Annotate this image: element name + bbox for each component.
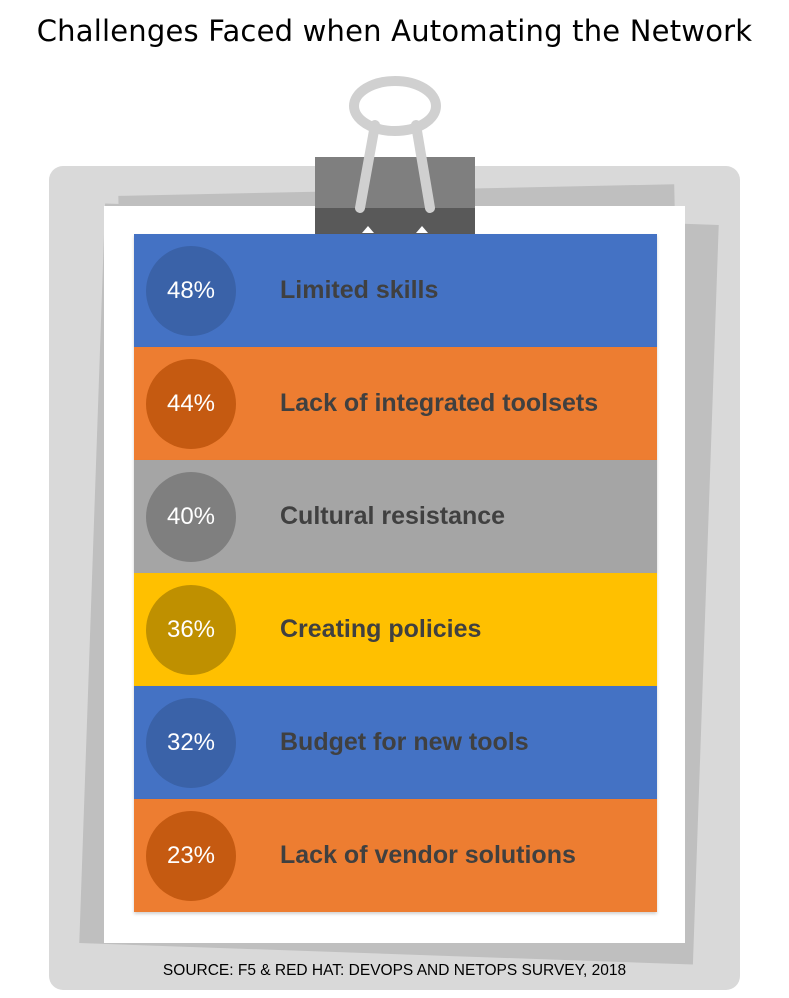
challenge-label: Budget for new tools	[280, 728, 529, 756]
percent-badge: 36%	[146, 585, 236, 675]
challenge-label: Creating policies	[280, 615, 482, 643]
list-item: 48% Limited skills	[134, 234, 657, 347]
list-item: 36% Creating policies	[134, 573, 657, 686]
challenge-label: Lack of integrated toolsets	[280, 389, 599, 417]
page-title: Challenges Faced when Automating the Net…	[36, 14, 753, 48]
challenge-label: Limited skills	[280, 276, 439, 304]
list-item: 32% Budget for new tools	[134, 686, 657, 799]
percent-badge: 48%	[146, 246, 236, 336]
list-item: 44% Lack of integrated toolsets	[134, 347, 657, 460]
percent-badge: 40%	[146, 472, 236, 562]
challenge-label: Lack of vendor solutions	[280, 841, 576, 869]
list-item: 40% Cultural resistance	[134, 460, 657, 573]
challenges-list: 48% Limited skills 44% Lack of integrate…	[134, 234, 657, 912]
source-note: SOURCE: F5 & RED HAT: DEVOPS AND NETOPS …	[162, 962, 627, 979]
list-item: 23% Lack of vendor solutions	[134, 799, 657, 912]
challenge-label: Cultural resistance	[280, 502, 506, 530]
percent-badge: 32%	[146, 698, 236, 788]
percent-badge: 23%	[146, 811, 236, 901]
percent-badge: 44%	[146, 359, 236, 449]
binder-clip-icon	[315, 76, 475, 236]
